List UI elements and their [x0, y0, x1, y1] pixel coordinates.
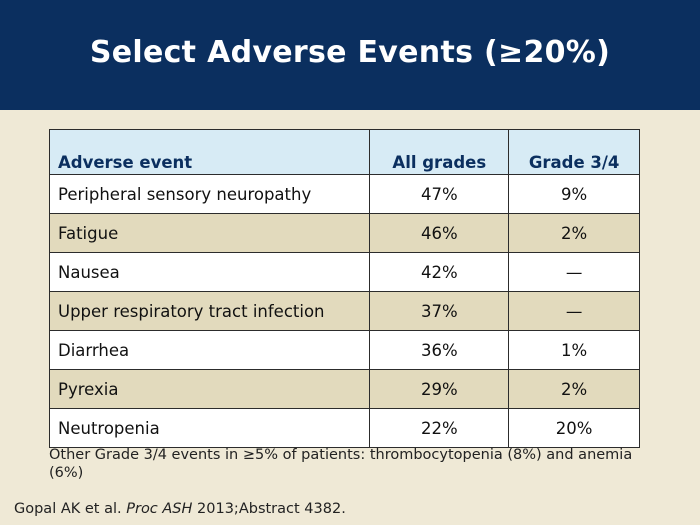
event-cell: Peripheral sensory neuropathy	[48, 174, 371, 214]
table-row: Peripheral sensory neuropathy 47% 9%	[48, 174, 640, 214]
grade-3-4-cell: —	[508, 291, 640, 331]
all-grades-cell: 36%	[369, 330, 510, 370]
event-cell: Pyrexia	[48, 369, 371, 409]
table-row: Fatigue 46% 2%	[48, 213, 640, 253]
citation-details: 2013;Abstract 4382.	[192, 501, 346, 517]
event-cell: Neutropenia	[48, 408, 371, 448]
citation-journal: Proc ASH	[126, 501, 193, 517]
adverse-events-table: Adverse event All grades Grade 3/4 Perip…	[48, 129, 640, 448]
table-row: Neutropenia 22% 20%	[48, 408, 640, 448]
column-header-all-grades: All grades	[369, 129, 510, 175]
all-grades-cell: 37%	[369, 291, 510, 331]
citation-authors: Gopal AK et al.	[14, 501, 127, 517]
event-cell: Diarrhea	[48, 330, 371, 370]
event-cell: Nausea	[48, 252, 371, 292]
table-row: Pyrexia 29% 2%	[48, 369, 640, 409]
grade-3-4-cell: 1%	[508, 330, 640, 370]
all-grades-cell: 47%	[369, 174, 510, 214]
grade-3-4-cell: —	[508, 252, 640, 292]
column-header-grade-3-4: Grade 3/4	[508, 129, 640, 175]
grade-3-4-cell: 2%	[508, 369, 640, 409]
table-row: Nausea 42% —	[48, 252, 640, 292]
citation: Gopal AK et al. Proc ASH 2013;Abstract 4…	[14, 501, 346, 517]
all-grades-cell: 46%	[369, 213, 510, 253]
all-grades-cell: 29%	[369, 369, 510, 409]
slide-title: Select Adverse Events (≥20%)	[89, 34, 611, 70]
column-header-adverse-event: Adverse event	[48, 129, 371, 175]
table-row: Upper respiratory tract infection 37% —	[48, 291, 640, 331]
grade-3-4-cell: 20%	[508, 408, 640, 448]
table-header-row: Adverse event All grades Grade 3/4	[48, 129, 640, 175]
all-grades-cell: 22%	[369, 408, 510, 448]
footnote: Other Grade 3/4 events in ≥5% of patient…	[49, 447, 633, 481]
all-grades-cell: 42%	[369, 252, 510, 292]
grade-3-4-cell: 9%	[508, 174, 640, 214]
grade-3-4-cell: 2%	[508, 213, 640, 253]
event-cell: Upper respiratory tract infection	[48, 291, 371, 331]
event-cell: Fatigue	[48, 213, 371, 253]
table-row: Diarrhea 36% 1%	[48, 330, 640, 370]
title-bar: Select Adverse Events (≥20%)	[0, 0, 700, 110]
